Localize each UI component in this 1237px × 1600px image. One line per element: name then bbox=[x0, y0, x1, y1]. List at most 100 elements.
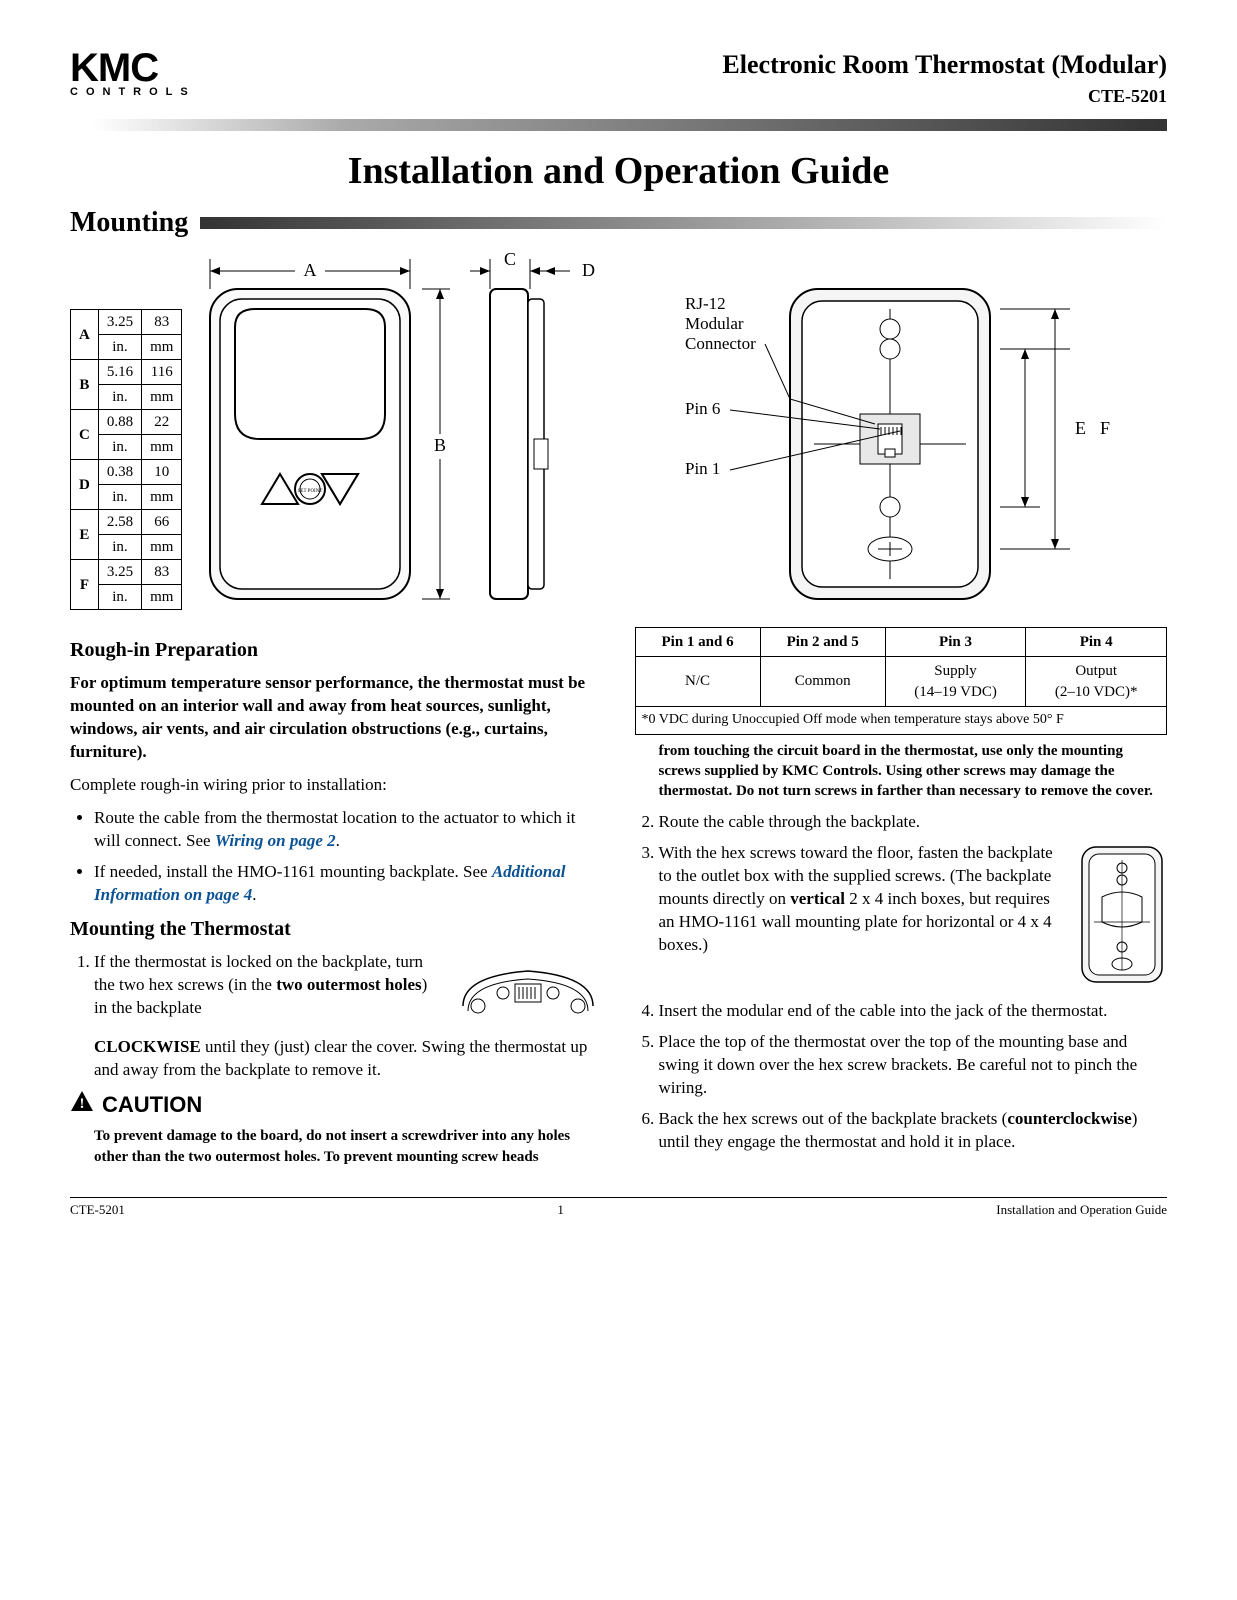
page-footer: CTE-5201 1 Installation and Operation Gu… bbox=[70, 1197, 1167, 1218]
step1-d: CLOCKWISE bbox=[94, 1037, 201, 1056]
dim-C-in: 0.88 bbox=[98, 410, 141, 435]
step-4: Insert the modular end of the cable into… bbox=[659, 1000, 1168, 1023]
warning-icon: ! bbox=[70, 1090, 94, 1120]
dim-F-lbl: F bbox=[71, 560, 99, 610]
roughin-p1: For optimum temperature sensor performan… bbox=[70, 672, 603, 764]
dim-C-u1: in. bbox=[98, 435, 141, 460]
dim-B-lbl: B bbox=[71, 360, 99, 410]
step1-b: two outermost holes bbox=[276, 975, 421, 994]
pin-r1c1: N/C bbox=[635, 657, 760, 707]
dim-C-lbl: C bbox=[71, 410, 99, 460]
dim-A-lbl: A bbox=[71, 310, 99, 360]
dim-D-u2: mm bbox=[142, 485, 182, 510]
pin-h2: Pin 2 and 5 bbox=[760, 628, 885, 657]
dim-F-callout: F bbox=[1100, 418, 1110, 438]
backplate-icon bbox=[1077, 842, 1167, 992]
dim-B-in: 5.16 bbox=[98, 360, 141, 385]
roughin-b2-c: . bbox=[252, 885, 256, 904]
main-title: Installation and Operation Guide bbox=[70, 149, 1167, 193]
dim-B-u1: in. bbox=[98, 385, 141, 410]
dim-B-u2: mm bbox=[142, 385, 182, 410]
dim-D-mm: 10 bbox=[142, 460, 182, 485]
pin1-label: Pin 1 bbox=[685, 459, 720, 478]
bracket-icon bbox=[453, 951, 603, 1036]
diagram-svg-wrap: A SET POINT B bbox=[190, 249, 1150, 624]
logo-sub: CONTROLS bbox=[70, 86, 196, 98]
section-mounting-h: Mounting bbox=[70, 207, 188, 239]
rj12-label-1: RJ-12 bbox=[685, 294, 726, 313]
dim-C-callout: C bbox=[504, 249, 516, 269]
dim-A-u2: mm bbox=[142, 335, 182, 360]
roughin-bullet-2: If needed, install the HMO-1161 mounting… bbox=[94, 861, 603, 907]
dim-A-u1: in. bbox=[98, 335, 141, 360]
roughin-heading: Rough-in Preparation bbox=[70, 637, 603, 664]
logo-main: KMC bbox=[70, 50, 196, 86]
side-view: C D bbox=[470, 249, 595, 599]
step-6: Back the hex screws out of the backplate… bbox=[659, 1108, 1168, 1154]
doc-title: Electronic Room Thermostat (Modular) bbox=[722, 50, 1167, 80]
doc-model: CTE-5201 bbox=[722, 86, 1167, 107]
step6-a: Back the hex screws out of the backplate… bbox=[659, 1109, 1008, 1128]
pin-r1c3a: Supply bbox=[934, 663, 977, 679]
dim-D-u1: in. bbox=[98, 485, 141, 510]
pin-r1c4b: (2–10 VDC)* bbox=[1055, 684, 1138, 700]
section-bar bbox=[200, 217, 1167, 229]
dim-A-mm: 83 bbox=[142, 310, 182, 335]
roughin-list: Route the cable from the thermostat loca… bbox=[94, 807, 603, 907]
back-view: RJ-12 Modular Connector Pin 6 Pin 1 bbox=[685, 289, 1110, 599]
dim-D-in: 0.38 bbox=[98, 460, 141, 485]
logo: KMC CONTROLS bbox=[70, 50, 196, 98]
pin6-label: Pin 6 bbox=[685, 399, 720, 418]
pin-r1c4: Output (2–10 VDC)* bbox=[1026, 657, 1167, 707]
caution-heading: CAUTION bbox=[102, 1090, 202, 1120]
roughin-p2: Complete rough-in wiring prior to instal… bbox=[70, 774, 603, 797]
caution-p2: from touching the circuit board in the t… bbox=[659, 741, 1168, 802]
body-columns: Rough-in Preparation For optimum tempera… bbox=[70, 627, 1167, 1177]
dim-E-in: 2.58 bbox=[98, 510, 141, 535]
rj12-label-2: Modular bbox=[685, 314, 744, 333]
pin-note: *0 VDC during Unoccupied Off mode when t… bbox=[635, 706, 1167, 734]
dim-A-callout: A bbox=[304, 260, 317, 280]
right-column: Pin 1 and 6 Pin 2 and 5 Pin 3 Pin 4 N/C … bbox=[635, 627, 1168, 1177]
pin-r1c2: Common bbox=[760, 657, 885, 707]
pin-table: Pin 1 and 6 Pin 2 and 5 Pin 3 Pin 4 N/C … bbox=[635, 627, 1168, 735]
dim-A-in: 3.25 bbox=[98, 310, 141, 335]
dim-B-callout: B bbox=[434, 435, 446, 455]
header-rule bbox=[70, 119, 1167, 131]
mount-heading: Mounting the Thermostat bbox=[70, 916, 603, 943]
pin-h3: Pin 3 bbox=[885, 628, 1026, 657]
roughin-bullet-1: Route the cable from the thermostat loca… bbox=[94, 807, 603, 853]
roughin-b2-a: If needed, install the HMO-1161 mounting… bbox=[94, 862, 492, 881]
dim-D-lbl: D bbox=[71, 460, 99, 510]
step-2: Route the cable through the backplate. bbox=[659, 811, 1168, 834]
footer-center: 1 bbox=[557, 1202, 564, 1218]
roughin-b1-c: . bbox=[336, 831, 340, 850]
page-header: KMC CONTROLS Electronic Room Thermostat … bbox=[70, 50, 1167, 107]
step-1: If the thermostat is locked on the backp… bbox=[94, 951, 603, 1082]
dim-F-in: 3.25 bbox=[98, 560, 141, 585]
dim-E-callout: E bbox=[1075, 418, 1086, 438]
pin-r1c3: Supply (14–19 VDC) bbox=[885, 657, 1026, 707]
pin-r1c3b: (14–19 VDC) bbox=[914, 684, 997, 700]
dim-E-lbl: E bbox=[71, 510, 99, 560]
pin-r1c4a: Output bbox=[1075, 663, 1117, 679]
dim-E-mm: 66 bbox=[142, 510, 182, 535]
front-view: A SET POINT B bbox=[210, 259, 450, 599]
setpoint-label: SET POINT bbox=[298, 489, 323, 494]
svg-text:!: ! bbox=[80, 1096, 85, 1112]
dim-F-mm: 83 bbox=[142, 560, 182, 585]
dimension-table: A 3.25 83 in. mm B 5.16 116 in. mm C 0.8… bbox=[70, 309, 182, 610]
step3-b: vertical bbox=[790, 889, 845, 908]
dim-C-u2: mm bbox=[142, 435, 182, 460]
diagram-area: A 3.25 83 in. mm B 5.16 116 in. mm C 0.8… bbox=[70, 249, 1167, 619]
footer-left: CTE-5201 bbox=[70, 1202, 125, 1218]
caution-header: ! CAUTION bbox=[70, 1090, 603, 1120]
mount-steps-right: Route the cable through the backplate. W… bbox=[659, 811, 1168, 1154]
dim-F-u2: mm bbox=[142, 585, 182, 610]
caution-p1: To prevent damage to the board, do not i… bbox=[94, 1126, 603, 1167]
wiring-link[interactable]: Wiring on page 2 bbox=[215, 831, 336, 850]
step6-b: counterclockwise bbox=[1007, 1109, 1131, 1128]
mount-steps-left: If the thermostat is locked on the backp… bbox=[94, 951, 603, 1082]
header-right: Electronic Room Thermostat (Modular) CTE… bbox=[722, 50, 1167, 107]
section-mounting-row: Mounting bbox=[70, 207, 1167, 239]
